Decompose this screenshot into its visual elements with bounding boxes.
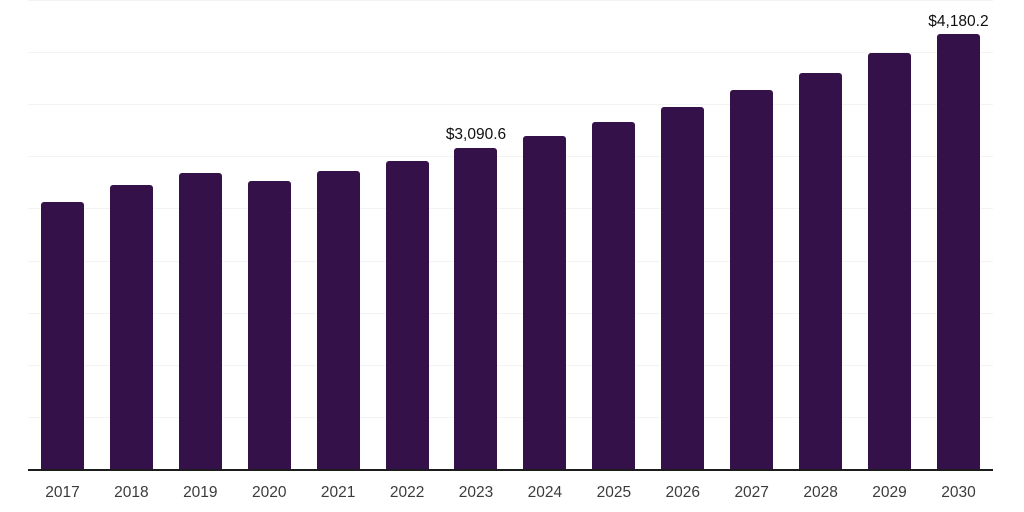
x-tick-2023: 2023 xyxy=(458,484,494,501)
bar-2024[interactable] xyxy=(523,135,567,470)
x-tick-2018: 2018 xyxy=(114,484,149,501)
x-tick-2028: 2028 xyxy=(803,484,838,501)
bar-2023[interactable]: $3,090.6 xyxy=(446,127,506,470)
bar-2027[interactable] xyxy=(730,90,774,470)
x-tick-2025: 2025 xyxy=(596,484,632,501)
x-tick-2021: 2021 xyxy=(320,484,356,501)
bar-2021[interactable] xyxy=(316,170,360,470)
bar-2028[interactable] xyxy=(799,72,843,470)
x-axis-line xyxy=(28,469,993,471)
plot-area: $3,090.6 $4,180.2 xyxy=(28,0,993,470)
gridline-4500 xyxy=(28,0,993,1)
bar-2019[interactable] xyxy=(178,172,222,470)
bar-value-label-2023: $3,090.6 xyxy=(445,126,507,144)
gridline-1500 xyxy=(28,312,993,314)
bar-2026[interactable] xyxy=(661,106,705,470)
bar-2022[interactable] xyxy=(385,160,429,470)
bar-slot-2017 xyxy=(28,1,97,470)
bar-2025[interactable] xyxy=(592,121,636,470)
x-tick-2022: 2022 xyxy=(389,484,425,501)
bar-slot-2023: $3,090.6 xyxy=(442,1,511,470)
bar-slot-2022 xyxy=(373,1,442,470)
bar-slot-2021 xyxy=(304,1,373,470)
bar-slot-2029 xyxy=(855,1,924,470)
bar-slot-2026 xyxy=(648,1,717,470)
bar-value-label-2030: $4,180.2 xyxy=(928,12,989,30)
bar-slot-2027 xyxy=(717,1,786,470)
gridline-4000 xyxy=(28,52,993,54)
bar-2018[interactable] xyxy=(109,184,153,470)
bar-slot-2020 xyxy=(235,1,304,470)
bars-container: $3,090.6 $4,180.2 xyxy=(28,1,993,470)
bar-2029[interactable] xyxy=(868,53,912,470)
gridline-2500 xyxy=(28,208,993,210)
x-tick-2024: 2024 xyxy=(527,484,563,501)
x-axis-labels: 2017 2018 2019 2020 2021 2022 2023 2024 2025 2026… xyxy=(28,484,993,501)
x-tick-2027: 2027 xyxy=(734,484,769,501)
gridline-3000 xyxy=(28,156,993,158)
bar-2030[interactable]: $4,180.2 xyxy=(928,14,989,470)
gridline-2000 xyxy=(28,260,993,262)
gridline-1000 xyxy=(28,364,993,366)
x-tick-2030: 2030 xyxy=(941,484,976,501)
bar-slot-2025 xyxy=(579,1,648,470)
bar-slot-2030: $4,180.2 xyxy=(924,1,993,470)
x-tick-2026: 2026 xyxy=(665,484,700,501)
bar-2020[interactable] xyxy=(247,181,291,470)
x-tick-2029: 2029 xyxy=(872,484,907,501)
gridline-500 xyxy=(28,416,993,418)
bar-slot-2019 xyxy=(166,1,235,470)
bar-slot-2024 xyxy=(510,1,579,470)
bar-slot-2018 xyxy=(97,1,166,470)
x-tick-2019: 2019 xyxy=(183,484,218,501)
x-tick-2020: 2020 xyxy=(251,484,287,501)
bar-slot-2028 xyxy=(786,1,855,470)
gridline-3500 xyxy=(28,104,993,106)
x-tick-2017: 2017 xyxy=(45,484,80,501)
bar-2017[interactable] xyxy=(40,202,84,470)
